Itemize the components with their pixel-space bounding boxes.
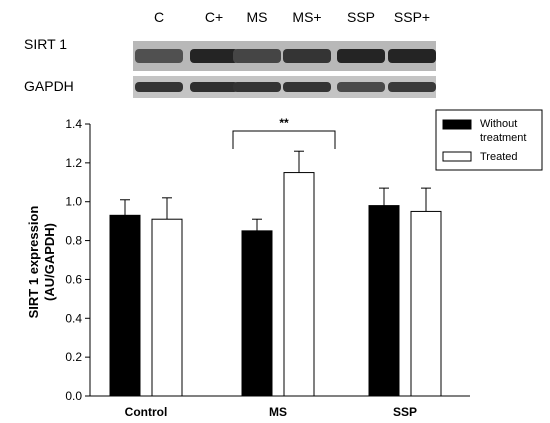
western-blot: C C+ MS MS+ SSP SSP+ SIRT 1 GAPDH bbox=[24, 9, 436, 98]
y-axis-label: SIRT 1 expression (AU/GAPDH) bbox=[26, 206, 57, 319]
bar-chart: SIRT 1 expression (AU/GAPDH) 0.0 0.2 0.4 0.… bbox=[26, 109, 543, 419]
lane-label: C bbox=[154, 9, 164, 25]
y-tick-label: 0.0 bbox=[65, 389, 82, 403]
x-tick-label: MS bbox=[269, 405, 287, 419]
y-tick-label: 0.6 bbox=[65, 272, 82, 286]
y-tick-label: 1.4 bbox=[65, 117, 82, 131]
lane-label: SSP+ bbox=[394, 9, 430, 25]
lane-label: MS+ bbox=[292, 9, 321, 25]
lane-label: SSP bbox=[347, 9, 375, 25]
bar-treated bbox=[410, 210, 442, 397]
significance-label: ** bbox=[279, 116, 289, 130]
bar-without-treatment bbox=[241, 230, 273, 397]
blot-band bbox=[388, 49, 436, 63]
y-tick-label: 0.4 bbox=[65, 311, 82, 325]
blot-band bbox=[190, 82, 238, 92]
blot-band bbox=[337, 49, 385, 63]
blot-band bbox=[283, 82, 331, 92]
blot-band bbox=[135, 49, 183, 63]
bar-without-treatment bbox=[109, 214, 141, 397]
bar-treated bbox=[283, 172, 315, 397]
y-tick-label: 1.2 bbox=[65, 156, 82, 170]
legend-swatch-without-treatment bbox=[442, 119, 472, 130]
significance-bracket bbox=[232, 130, 336, 149]
y-tick-label: 0.2 bbox=[65, 350, 82, 364]
y-tick-label: 1.0 bbox=[65, 195, 82, 209]
bar-without-treatment bbox=[368, 205, 400, 397]
x-tick-label: Control bbox=[125, 405, 168, 419]
blot-band bbox=[233, 49, 281, 63]
blot-band bbox=[283, 49, 331, 63]
blot-band bbox=[337, 82, 385, 92]
blot-row-label: SIRT 1 bbox=[24, 36, 67, 52]
lane-label: MS bbox=[247, 9, 268, 25]
legend-label: Treated bbox=[480, 151, 518, 163]
y-axis-label-line: (AU/GAPDH) bbox=[42, 223, 57, 301]
bar-treated bbox=[151, 218, 183, 397]
blot-band bbox=[388, 82, 436, 92]
x-tick-label: SSP bbox=[393, 405, 417, 419]
y-axis-label-line: SIRT 1 expression bbox=[26, 206, 41, 319]
legend-label: treatment bbox=[480, 132, 526, 144]
blot-row-label: GAPDH bbox=[24, 78, 74, 94]
legend-label: Without bbox=[480, 118, 517, 130]
y-tick-label: 0.8 bbox=[65, 234, 82, 248]
blot-band bbox=[190, 49, 238, 63]
blot-band bbox=[135, 82, 183, 92]
legend-swatch-treated bbox=[442, 151, 472, 162]
blot-band bbox=[233, 82, 281, 92]
legend: Without treatment Treated bbox=[435, 109, 543, 171]
lane-label: C+ bbox=[205, 9, 223, 25]
